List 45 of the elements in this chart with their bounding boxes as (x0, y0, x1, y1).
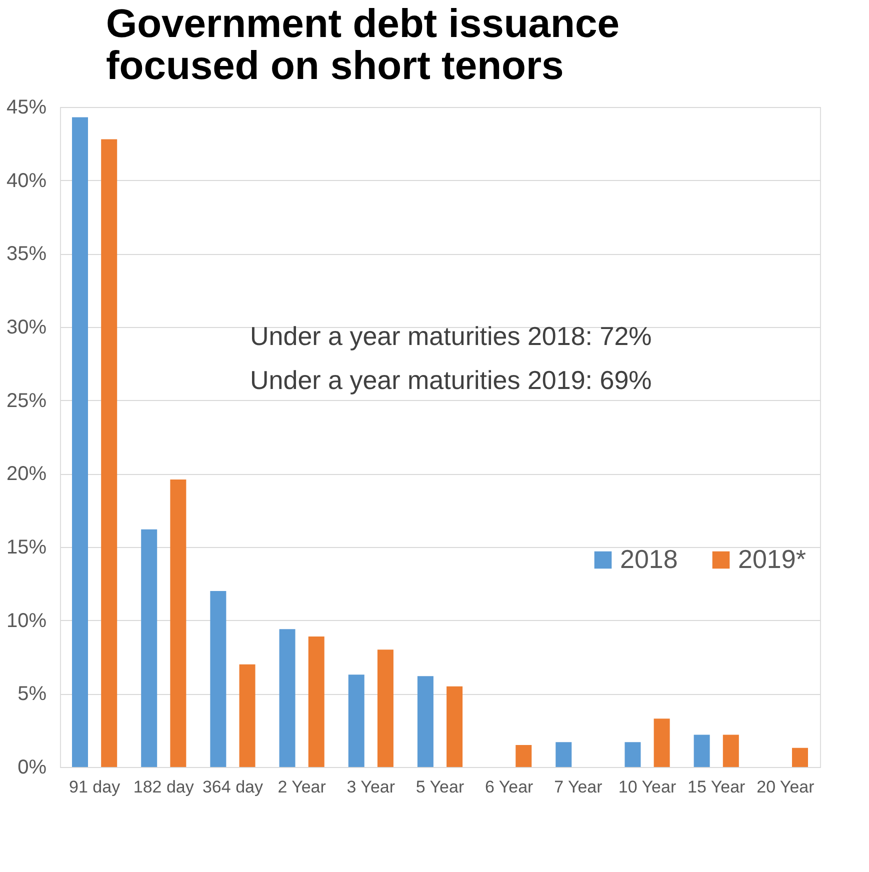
y-tick-label: 30% (6, 316, 47, 338)
bar (722, 734, 739, 767)
bar (308, 636, 324, 767)
x-tick-label: 364 day (202, 778, 264, 796)
bar (792, 748, 808, 767)
bar (279, 629, 296, 767)
legend-label: 2019* (738, 544, 806, 574)
bar (210, 591, 226, 767)
y-tick-label: 5% (18, 683, 47, 706)
x-tick-label: 10 Year (618, 778, 676, 796)
y-tick-label: 15% (6, 536, 47, 558)
bar (170, 480, 186, 767)
bar (377, 650, 394, 767)
y-tick-label: 45% (6, 96, 47, 118)
bar (348, 674, 364, 767)
bar (239, 664, 256, 767)
x-tick-label: 2 Year (278, 778, 326, 796)
annotation: Under a year maturities 2018: 72% (250, 321, 652, 351)
bar (624, 742, 641, 767)
bar (417, 676, 434, 767)
x-tick-label: 7 Year (554, 778, 603, 796)
x-tick-label: 20 Year (756, 778, 815, 796)
x-tick-label: 5 Year (416, 778, 464, 796)
bar (654, 718, 670, 767)
x-tick-label: 3 Year (346, 778, 396, 796)
bar (556, 742, 572, 767)
y-tick-label: 0% (18, 756, 47, 778)
y-tick-label: 10% (6, 610, 47, 632)
x-tick-label: 6 Year (484, 778, 534, 796)
bar (72, 117, 88, 767)
bar (446, 686, 463, 767)
chart-title: Government debt issuance focused on short tenors (106, 2, 620, 88)
y-tick-label: 40% (6, 170, 47, 192)
bar (141, 529, 158, 767)
y-tick-label: 20% (6, 463, 47, 486)
bar (516, 745, 532, 767)
x-tick-label: 91 day (69, 778, 121, 796)
x-tick-label: 15 Year (688, 778, 746, 796)
annotation: Under a year maturities 2019: 69% (250, 365, 652, 395)
bar (101, 139, 118, 767)
legend-label: 2018 (620, 544, 678, 574)
x-tick-label: 182 day (133, 778, 194, 796)
y-tick-label: 35% (6, 243, 47, 266)
y-tick-label: 25% (6, 390, 47, 412)
bar (694, 734, 710, 767)
